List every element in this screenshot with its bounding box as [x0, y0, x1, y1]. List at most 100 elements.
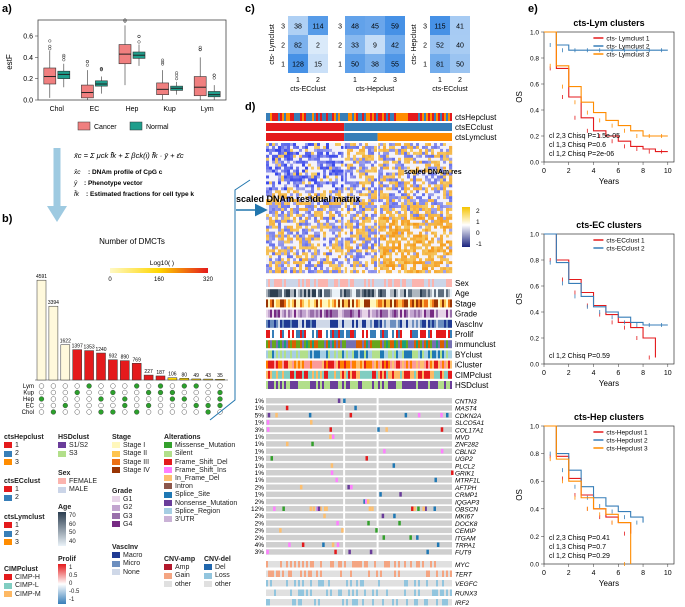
heat-cell — [395, 225, 399, 229]
heat-cell — [389, 249, 393, 253]
cnv-cell — [276, 580, 278, 587]
heat-cell — [269, 163, 273, 167]
annot-cell — [430, 319, 432, 328]
top-bar-cell — [434, 113, 436, 121]
mut-bg — [345, 542, 377, 548]
heat-cell — [446, 231, 450, 235]
annot-cell — [318, 340, 320, 349]
heat-cell — [275, 261, 279, 265]
annot-cell — [328, 299, 330, 308]
km-legend-label: cts- Lymclust 2 — [606, 44, 649, 51]
heat-cell — [389, 210, 393, 215]
mutation-mark — [440, 412, 443, 418]
dot-on — [50, 409, 57, 415]
heat-cell — [404, 193, 408, 197]
heat-cell — [284, 172, 288, 176]
heat-cell — [419, 181, 423, 185]
heat-cell — [362, 249, 366, 253]
heat-cell — [353, 258, 357, 262]
cnv-cell — [306, 561, 308, 568]
heat-cell — [449, 202, 453, 206]
heat-cell — [428, 228, 432, 232]
cnv-cell — [448, 599, 450, 606]
cnv-cell — [368, 599, 370, 606]
row-label-Kup: Kup — [23, 391, 34, 397]
heat-cell — [401, 246, 405, 250]
heat-cell — [335, 151, 339, 156]
heat-cell — [383, 154, 387, 158]
annot-cell — [414, 360, 416, 369]
annot-cell — [430, 370, 432, 379]
heat-cell — [362, 148, 366, 153]
heat-cell — [266, 216, 270, 221]
heat-cell — [281, 193, 285, 197]
heat-cell — [443, 196, 447, 200]
annot-cell — [386, 279, 388, 287]
heat-cell — [410, 246, 414, 250]
heat-cell — [446, 151, 450, 156]
heat-cell — [299, 258, 303, 262]
heat-cell — [284, 237, 288, 241]
heat-cell — [377, 228, 381, 232]
heat-cell — [416, 249, 420, 253]
heat-cell — [401, 166, 405, 170]
heat-cell — [302, 190, 306, 194]
heat-cell — [392, 243, 396, 247]
mut-bg — [345, 527, 377, 534]
heat-cell — [434, 264, 438, 268]
heat-cell — [308, 196, 312, 200]
heat-cell — [425, 213, 429, 218]
cnv-cell — [374, 561, 376, 568]
heat-cell — [437, 157, 441, 161]
cnv-cell — [426, 561, 428, 568]
cnv-cell — [324, 561, 326, 568]
mut-bg — [378, 462, 452, 469]
heat-cell — [434, 202, 438, 206]
dot-off — [217, 383, 223, 389]
heat-cell — [314, 202, 318, 206]
heat-cell — [290, 196, 294, 200]
annot-cell — [314, 370, 316, 379]
heat-cell — [359, 240, 363, 244]
annot-cell — [268, 299, 270, 308]
cnv-cell — [414, 570, 416, 577]
dot-off — [169, 409, 176, 415]
heat-cell — [410, 143, 414, 147]
heat-cell — [368, 196, 372, 200]
annot-cell — [342, 319, 344, 328]
mutation-mark — [399, 492, 402, 497]
heat-cell — [329, 270, 333, 274]
y-tick-label: 0.4 — [23, 55, 33, 62]
heat-cell — [305, 264, 309, 268]
heat-cell — [389, 151, 393, 156]
mut-bg — [345, 549, 377, 555]
annot-cell — [276, 279, 278, 287]
heat-cell — [347, 145, 351, 150]
heat-cell — [446, 252, 450, 256]
cnv-cell — [440, 561, 442, 568]
heat-cell — [329, 184, 333, 188]
heat-cell — [299, 261, 303, 265]
annot-cell — [310, 381, 312, 389]
heat-cell — [302, 148, 306, 153]
heat-cell — [320, 154, 324, 158]
heat-cell — [389, 246, 393, 250]
heat-cell — [377, 178, 381, 182]
annot-cell — [376, 309, 378, 318]
heat-cell — [419, 193, 423, 197]
annot-cell — [270, 279, 272, 287]
heat-cell — [305, 216, 309, 221]
heat-cell — [299, 184, 303, 188]
annot-cell — [342, 340, 344, 349]
annot-cell — [324, 350, 326, 359]
heat-cell — [374, 175, 378, 179]
heat-cell — [305, 175, 309, 179]
heat-cell — [377, 243, 381, 247]
annot-cell — [280, 330, 282, 338]
heat-cell — [269, 225, 273, 229]
heat-cell — [266, 219, 270, 223]
outlier-point — [123, 18, 127, 22]
heat-cell — [425, 169, 429, 173]
annot-cell — [356, 289, 358, 298]
annot-cell — [300, 279, 302, 287]
